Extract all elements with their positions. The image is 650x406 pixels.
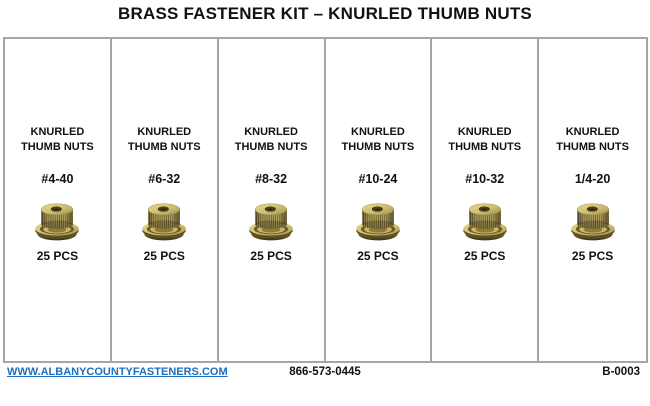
compartment-5: KNURLED THUMB NUTS #10-32 25 PCS <box>432 39 540 361</box>
compartment-2: KNURLED THUMB NUTS #6-32 25 PCS <box>112 39 219 361</box>
compartment-3: KNURLED THUMB NUTS #8-32 25 PCS <box>219 39 326 361</box>
quantity-label: 25 PCS <box>357 249 399 263</box>
thumb-nut-image <box>355 203 401 241</box>
size-label: #10-24 <box>358 172 398 186</box>
product-label: KNURLED THUMB NUTS <box>448 126 522 153</box>
size-label: #10-32 <box>465 172 505 186</box>
quantity-label: 25 PCS <box>464 249 506 263</box>
product-label: KNURLED THUMB NUTS <box>341 126 415 153</box>
thumb-nut-image <box>35 203 80 241</box>
thumb-nut-image <box>142 203 187 241</box>
product-label: KNURLED THUMB NUTS <box>234 126 308 153</box>
phone-number: 866-573-0445 <box>289 366 361 378</box>
product-label: KNURLED THUMB NUTS <box>21 126 94 153</box>
size-label: 1/4-20 <box>574 172 611 186</box>
compartment-grid: KNURLED THUMB NUTS #4-40 25 PCS KNURLED … <box>3 37 648 363</box>
quantity-label: 25 PCS <box>250 249 292 263</box>
thumb-nut-image <box>248 203 294 241</box>
page-title: BRASS FASTENER KIT – KNURLED THUMB NUTS <box>118 4 532 23</box>
compartment-6: KNURLED THUMB NUTS 1/4-20 25 PCS <box>539 39 646 361</box>
quantity-label: 25 PCS <box>143 249 185 263</box>
product-label: KNURLED THUMB NUTS <box>556 126 629 153</box>
website-link[interactable]: WWW.ALBANYCOUNTYFASTENERS.COM <box>7 366 228 378</box>
thumb-nut-image <box>462 203 507 241</box>
thumb-nut-image <box>570 203 615 241</box>
size-label: #8-32 <box>255 172 288 186</box>
compartment-1: KNURLED THUMB NUTS #4-40 25 PCS <box>5 39 112 361</box>
kit-code: B-0003 <box>602 366 640 378</box>
product-label: KNURLED THUMB NUTS <box>127 126 201 153</box>
size-label: #6-32 <box>148 172 181 186</box>
size-label: #4-40 <box>41 172 74 186</box>
quantity-label: 25 PCS <box>571 249 614 263</box>
footer: WWW.ALBANYCOUNTYFASTENERS.COM 866-573-04… <box>0 364 650 384</box>
quantity-label: 25 PCS <box>36 249 79 263</box>
compartment-4: KNURLED THUMB NUTS #10-24 25 PCS <box>326 39 433 361</box>
